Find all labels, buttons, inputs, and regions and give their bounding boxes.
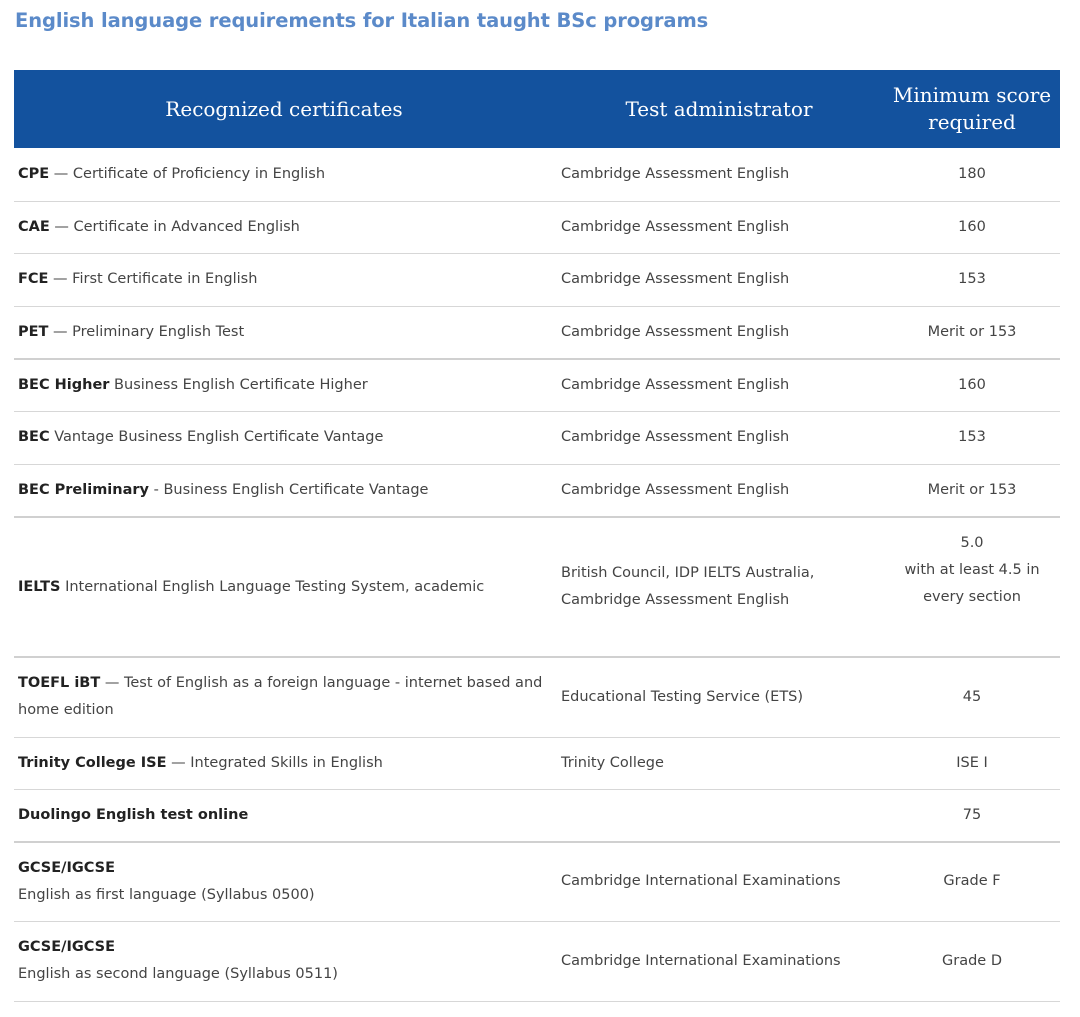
certificate-desc: English as second language (Syllabus 051… bbox=[18, 966, 338, 982]
table-row: Duolingo English test online 75 bbox=[14, 789, 1060, 843]
certificate-desc: — Integrated Skills in English bbox=[166, 754, 383, 771]
score-cell: 153 bbox=[884, 411, 1060, 465]
certificate-abbr: IELTS bbox=[18, 578, 61, 595]
certificate-desc: — Certificate in Advanced English bbox=[49, 218, 300, 235]
certificate-abbr: GCSE/IGCSE bbox=[18, 939, 116, 955]
administrator-cell: Educational Testing Service (ETS) bbox=[554, 657, 884, 738]
certificate-abbr: PET bbox=[18, 323, 49, 340]
header-row: Recognized certificates Test administrat… bbox=[14, 70, 1060, 148]
certificate-cell: BEC Preliminary - Business English Certi… bbox=[14, 464, 554, 518]
administrator-cell: Cambridge Assessment English bbox=[554, 411, 884, 465]
table-row: BEC Preliminary - Business English Certi… bbox=[14, 464, 1060, 518]
certificate-abbr: CPE bbox=[18, 165, 50, 182]
header-administrator: Test administrator bbox=[554, 70, 884, 148]
certificate-cell: IELTS International English Language Tes… bbox=[14, 517, 554, 658]
certificate-desc: — Preliminary English Test bbox=[48, 323, 245, 340]
score-cell: Merit or 153 bbox=[884, 306, 1060, 360]
header-certificates: Recognized certificates bbox=[14, 70, 554, 148]
certificate-abbr: Trinity College ISE bbox=[18, 754, 167, 771]
administrator-cell: Trinity College bbox=[554, 737, 884, 790]
score-cell: 45 bbox=[884, 657, 1060, 738]
score-cell: Grade F bbox=[884, 842, 1060, 922]
certificate-cell: Duolingo English test online bbox=[14, 789, 554, 843]
certificate-desc: — First Certificate in English bbox=[48, 271, 258, 287]
certificate-cell: PET — Preliminary English Test bbox=[14, 306, 554, 360]
table-row: BEC Vantage Business English Certificate… bbox=[14, 411, 1060, 465]
administrator-cell: Cambridge Assessment English bbox=[554, 201, 884, 254]
requirements-table: Recognized certificates Test administrat… bbox=[14, 70, 1060, 1002]
certificate-abbr: BEC Preliminary bbox=[18, 481, 149, 498]
table-row: GCSE/IGCSE English as first language (Syl… bbox=[14, 842, 1060, 922]
certificate-desc: — Test of English as a foreign language … bbox=[18, 675, 543, 719]
certificate-abbr: TOEFL iBT bbox=[18, 675, 101, 692]
administrator-cell: Cambridge Assessment English bbox=[554, 359, 884, 412]
administrator-cell bbox=[554, 789, 884, 843]
administrator-cell: Cambridge Assessment English bbox=[554, 464, 884, 518]
certificate-abbr: CAE bbox=[18, 218, 50, 235]
table-header: Recognized certificates Test administrat… bbox=[14, 70, 1060, 148]
certificate-cell: FCE — First Certificate in English bbox=[14, 253, 554, 307]
certificate-cell: Trinity College ISE — Integrated Skills … bbox=[14, 737, 554, 790]
score-cell: 5.0 with at least 4.5 in every section bbox=[884, 517, 1060, 658]
score-note: with at least 4.5 in every section bbox=[904, 562, 1040, 605]
certificate-desc: - Business English Certificate Vantage bbox=[149, 481, 429, 498]
score-cell: Merit or 153 bbox=[884, 464, 1060, 518]
table-row: Trinity College ISE — Integrated Skills … bbox=[14, 737, 1060, 790]
certificate-cell: CPE — Certificate of Proficiency in Engl… bbox=[14, 148, 554, 202]
table-row: TOEFL iBT — Test of English as a foreign… bbox=[14, 657, 1060, 738]
table-row: CAE — Certificate in Advanced English Ca… bbox=[14, 201, 1060, 254]
administrator-cell: British Council, IDP IELTS Australia, Ca… bbox=[554, 517, 884, 658]
certificate-cell: TOEFL iBT — Test of English as a foreign… bbox=[14, 657, 554, 738]
certificate-desc: Business English Certificate Higher bbox=[109, 376, 368, 393]
administrator-cell: Cambridge International Examinations bbox=[554, 842, 884, 922]
score-cell: 180 bbox=[884, 148, 1060, 202]
certificate-cell: GCSE/IGCSE English as first language (Syl… bbox=[14, 842, 554, 922]
certificate-cell: BEC Vantage Business English Certificate… bbox=[14, 411, 554, 465]
score-cell: Grade D bbox=[884, 921, 1060, 1002]
table-row: FCE — First Certificate in English Cambr… bbox=[14, 253, 1060, 307]
certificate-desc: Vantage Business English Certificate Van… bbox=[49, 429, 384, 445]
score-cell: 75 bbox=[884, 789, 1060, 843]
certificate-cell: GCSE/IGCSE English as second language (Sy… bbox=[14, 921, 554, 1002]
score-cell: 153 bbox=[884, 253, 1060, 307]
header-minimum-score: Minimum score required bbox=[884, 70, 1060, 148]
table-body: CPE — Certificate of Proficiency in Engl… bbox=[14, 148, 1060, 1002]
certificate-abbr: GCSE/IGCSE bbox=[18, 859, 116, 876]
certificate-cell: CAE — Certificate in Advanced English bbox=[14, 201, 554, 254]
table-row: BEC Higher Business English Certificate … bbox=[14, 359, 1060, 412]
certificate-abbr: Duolingo English test online bbox=[18, 806, 249, 823]
administrator-cell: Cambridge Assessment English bbox=[554, 306, 884, 360]
table-row: CPE — Certificate of Proficiency in Engl… bbox=[14, 148, 1060, 202]
administrator-cell: Cambridge Assessment English bbox=[554, 148, 884, 202]
score-value: 5.0 bbox=[960, 535, 984, 551]
score-cell: 160 bbox=[884, 201, 1060, 254]
certificate-desc: English as first language (Syllabus 0500… bbox=[18, 886, 315, 903]
table-row: PET — Preliminary English Test Cambridge… bbox=[14, 306, 1060, 360]
certificate-abbr: BEC Higher bbox=[18, 376, 110, 393]
page-title: English language requirements for Italia… bbox=[15, 9, 709, 32]
administrator-cell: Cambridge Assessment English bbox=[554, 253, 884, 307]
certificate-cell: BEC Higher Business English Certificate … bbox=[14, 359, 554, 412]
administrator-cell: Cambridge International Examinations bbox=[554, 921, 884, 1002]
certificate-abbr: BEC bbox=[18, 429, 50, 445]
certificate-desc: International English Language Testing S… bbox=[60, 578, 485, 595]
table-row: IELTS International English Language Tes… bbox=[14, 517, 1060, 658]
score-cell: ISE I bbox=[884, 737, 1060, 790]
score-cell: 160 bbox=[884, 359, 1060, 412]
certificate-desc: — Certificate of Proficiency in English bbox=[49, 165, 326, 182]
table-row: GCSE/IGCSE English as second language (Sy… bbox=[14, 921, 1060, 1002]
certificate-abbr: FCE bbox=[18, 271, 49, 287]
